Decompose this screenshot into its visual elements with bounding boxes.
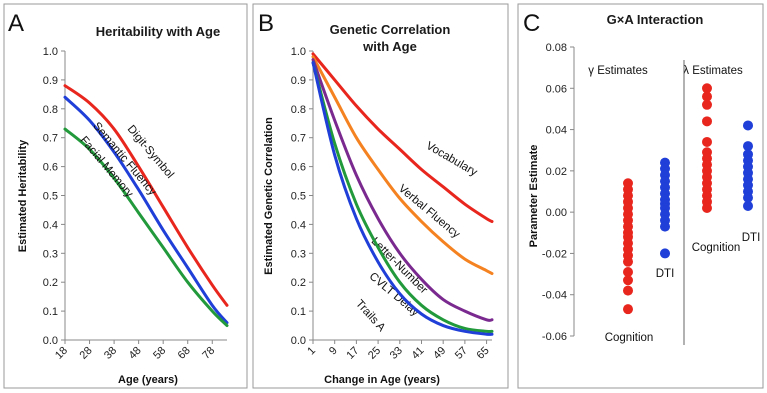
panel-c-y-tick-label: 0.02 — [546, 166, 567, 178]
panel-b-title-line-1: Genetic Correlation — [330, 22, 451, 37]
panel-c-y-tick-label: -0.04 — [542, 290, 567, 302]
panel-b-x-tick-label: 25 — [366, 345, 383, 362]
panel-a-series-line-digit-symbol — [63, 84, 229, 307]
panel-a-series-line-semantic-fluency — [63, 95, 229, 325]
panel-b-y-tick-label: 0.3 — [291, 248, 306, 260]
panel-b-series-line-verbal-fluency — [311, 55, 494, 276]
panel-a-x-tick-label: 38 — [102, 345, 119, 362]
panel-c-point-lambda-cognition — [702, 136, 712, 147]
panel-c-y-tick-label: -0.06 — [542, 331, 567, 343]
panel-b-y-tick-label: 0.9 — [291, 75, 306, 87]
panel-c-y-tick-label: -0.02 — [542, 248, 567, 260]
panel-a-y-tick-label: 0.6 — [43, 162, 58, 174]
panel-b-title-line-2: with Age — [362, 39, 417, 54]
panel-c-y-axis-label: Parameter Estimate — [528, 145, 540, 248]
panel-c-point-gamma-cognition — [623, 267, 633, 278]
panel-b-y-tick-label: 0.6 — [291, 162, 306, 174]
panel-a-letter: A — [8, 10, 24, 37]
panel-a-plot: 0.0 0.1 0.2 0.3 0.4 0.5 0.6 0.7 0.8 0.9 1.0 18 28 38 4… — [43, 46, 229, 362]
panel-c-label-lambda-dti: DTI — [742, 232, 761, 244]
panel-b-series-line-trails-a — [311, 61, 494, 336]
panel-a-y-tick-label: 0.9 — [43, 75, 58, 87]
panel-c-point-lambda-cognition — [702, 91, 712, 102]
panel-c-y-tick-label: 0.04 — [546, 125, 567, 137]
panel-c-point-gamma-dti — [660, 248, 670, 259]
panel-c-point-gamma-dti — [660, 221, 670, 232]
panel-c-point-lambda-dti — [743, 192, 753, 203]
panel-b-y-tick-label: 0.8 — [291, 104, 306, 116]
panel-b-letter: B — [258, 10, 274, 37]
panel-a-y-tick-label: 0.7 — [43, 133, 58, 145]
panel-b-x-tick-label: 49 — [431, 345, 448, 362]
panel-c-y-tick-label: 0.00 — [546, 207, 567, 219]
panel-b-y-tick-label: 0.5 — [291, 191, 306, 203]
panel-a-y-tick-label: 0.4 — [43, 219, 58, 231]
panel-c-point-gamma-cognition — [623, 275, 633, 286]
panel-b-series-label-trails-a: Trails A — [353, 298, 388, 334]
panel-c-point-lambda-cognition — [702, 83, 712, 94]
panel-b-x-tick-label: 65 — [475, 345, 492, 362]
panel-a-x-axis-label: Age (years) — [118, 374, 178, 386]
panel-c-border — [517, 3, 764, 389]
panel-b-x-tick-label: 17 — [344, 345, 361, 362]
panel-a-y-tick-label: 0.8 — [43, 104, 58, 116]
panel-b-series-label-verbal-fluency: Verbal Fluency — [396, 183, 462, 241]
panel-c-point-lambda-dti — [743, 200, 753, 211]
panel-c-title: G×A Interaction — [607, 12, 704, 27]
panel-b-x-tick-label: 1 — [305, 345, 318, 358]
panel-b-y-tick-label: 0.1 — [291, 306, 306, 318]
panel-b-x-tick-label: 33 — [388, 345, 405, 362]
panel-c-point-gamma-cognition — [623, 304, 633, 315]
panel-a-y-tick-label: 0.0 — [43, 335, 58, 347]
panel-b-y-tick-label: 0.7 — [291, 133, 306, 145]
panel-c-group-label-gamma: γ Estimates — [588, 65, 648, 77]
panel-b-series-line-cvlt-delay — [311, 61, 494, 334]
panel-c-point-lambda-cognition — [702, 116, 712, 127]
panel-c-label-gamma-cognition: Cognition — [605, 332, 654, 344]
panel-a-y-tick-label: 0.5 — [43, 191, 58, 203]
panel-a-border — [3, 3, 248, 389]
panel-c-point-lambda-cognition — [702, 99, 712, 110]
panel-a-x-tick-label: 78 — [200, 345, 217, 362]
panel-c-point-lambda-dti — [743, 120, 753, 131]
panel-c-y-tick-label: 0.08 — [546, 42, 567, 54]
panel-b-series-label-vocabulary: Vocabulary — [424, 140, 479, 179]
panel-a-x-tick-label: 28 — [78, 345, 95, 362]
panel-a-y-tick-label: 0.1 — [43, 306, 58, 318]
panel-b-x-tick-label: 9 — [327, 345, 340, 358]
panel-c-label-lambda-cognition: Cognition — [692, 242, 741, 254]
panel-b-border — [252, 3, 509, 389]
panel-a-y-tick-label: 1.0 — [43, 46, 58, 58]
panel-b-y-tick-label: 0.4 — [291, 219, 306, 231]
panel-b-y-tick-label: 1.0 — [291, 46, 306, 58]
panel-b-x-tick-label: 41 — [409, 345, 426, 362]
panel-a-title: Heritability with Age — [96, 24, 220, 39]
panel-a-x-tick-label: 48 — [127, 345, 144, 362]
panel-a-y-tick-label: 0.3 — [43, 248, 58, 260]
panel-b-plot: 0.0 0.1 0.2 0.3 0.4 0.5 0.6 0.7 0.8 0.9 1.0 1 9 17 25 3… — [291, 46, 494, 362]
panel-b-series-line-letter-number — [311, 58, 494, 322]
panel-c-point-gamma-cognition — [623, 285, 633, 296]
panel-a-x-tick-label: 68 — [176, 345, 193, 362]
panel-b-series-line-vocabulary — [311, 52, 494, 224]
panel-a-series-line-facial-memory — [63, 127, 229, 328]
panel-b-x-tick-label: 57 — [453, 345, 470, 362]
panel-b-x-axis-label: Change in Age (years) — [324, 374, 440, 386]
panel-c-label-gamma-dti: DTI — [656, 268, 675, 280]
panel-c-plot: 0.08 0.06 0.04 0.02 0.00 -0.02 -0.04 -0.06 — [542, 42, 753, 343]
panel-b-y-tick-label: 0.0 — [291, 335, 306, 347]
panel-a-x-tick-label: 58 — [151, 345, 168, 362]
panel-b-y-tick-label: 0.2 — [291, 277, 306, 289]
panel-c-point-gamma-cognition — [623, 256, 633, 267]
panel-c-y-tick-label: 0.06 — [546, 83, 567, 95]
panel-a-y-tick-label: 0.2 — [43, 277, 58, 289]
panel-c-point-lambda-cognition — [702, 203, 712, 214]
panel-c-point-lambda-dti — [743, 141, 753, 152]
panel-c-group-label-lambda: λ Estimates — [683, 65, 743, 77]
panel-a-y-axis-label: Estimated Heritability — [17, 139, 29, 252]
panel-c-letter: C — [523, 10, 540, 37]
panel-b-y-axis-label: Estimated Genetic Correlation — [263, 117, 275, 275]
panel-a-x-tick-label: 18 — [53, 345, 70, 362]
